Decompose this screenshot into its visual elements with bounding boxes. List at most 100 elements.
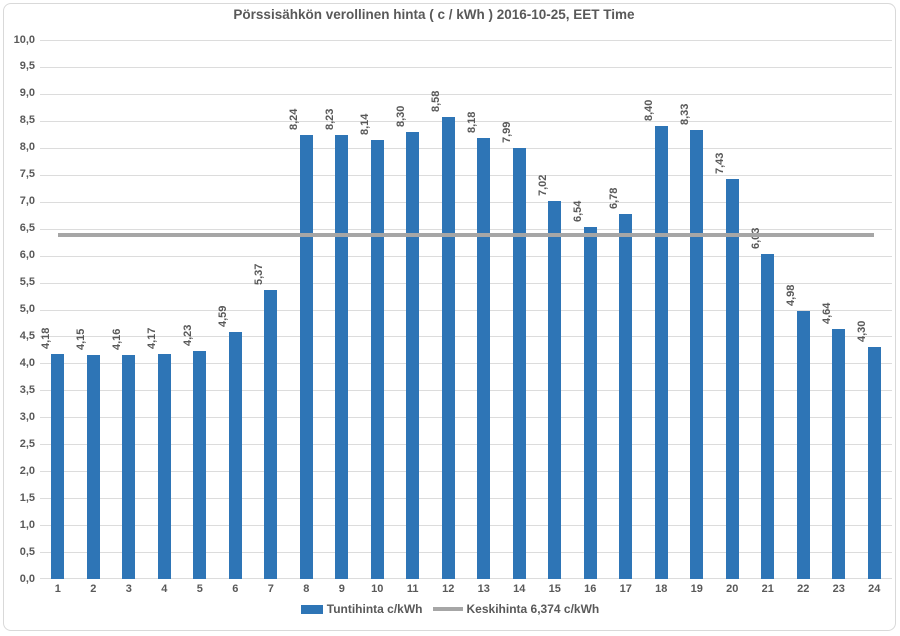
y-tick-label: 0,5 — [19, 545, 35, 558]
x-tick-label: 10 — [371, 583, 384, 595]
x-tick-label: 15 — [548, 583, 561, 595]
bar — [299, 134, 313, 579]
bar-value-label: 8,58 — [430, 90, 443, 112]
y-tick-label: 1,5 — [19, 491, 35, 504]
bar-value-label: 4,23 — [181, 324, 194, 347]
y-gridline — [40, 228, 892, 230]
y-gridline — [40, 471, 892, 473]
chart-title: Pörssisähkön verollinen hinta ( c / kWh … — [233, 7, 635, 22]
bar-value-label: 8,33 — [678, 103, 691, 126]
legend: Tuntihinta c/kWh Keskihinta 6,374 c/kWh — [0, 602, 900, 616]
y-gridline — [40, 444, 892, 446]
y-gridline — [40, 282, 892, 284]
y-tick-label: 8,5 — [19, 114, 35, 127]
bar — [51, 353, 65, 579]
y-gridline — [40, 390, 892, 392]
bar — [832, 328, 846, 579]
y-tick-label: 2,0 — [19, 464, 35, 477]
y-tick-label: 0,0 — [19, 572, 35, 585]
x-tick-label: 11 — [406, 583, 419, 595]
x-tick-label: 20 — [726, 583, 739, 595]
y-gridline — [40, 552, 892, 554]
bar-value-label: 8,18 — [465, 111, 478, 134]
y-gridline — [40, 525, 892, 527]
y-tick-label: 6,5 — [19, 222, 35, 235]
y-tick-label: 10,0 — [13, 33, 35, 46]
y-gridline — [40, 309, 892, 311]
bar — [228, 331, 242, 579]
y-tick-label: 4,0 — [19, 356, 35, 369]
y-gridline — [40, 66, 892, 68]
bar-value-label: 4,98 — [785, 284, 798, 306]
x-tick-label: 3 — [125, 583, 132, 595]
y-tick-label: 7,0 — [19, 195, 35, 208]
y-tick-label: 6,0 — [19, 249, 35, 262]
bar-value-label: 8,30 — [394, 105, 407, 127]
bar — [796, 310, 810, 579]
y-gridline — [40, 174, 892, 176]
x-tick-label: 23 — [832, 583, 845, 595]
bar-value-label: 6,54 — [572, 200, 585, 222]
bar-value-label: 6,78 — [607, 187, 620, 209]
y-tick-label: 9,5 — [19, 60, 35, 73]
y-tick-label: 3,0 — [19, 410, 35, 423]
x-tick-label: 13 — [477, 583, 490, 595]
bar-value-label: 4,64 — [820, 302, 833, 324]
bar — [335, 135, 349, 579]
bar — [441, 116, 455, 579]
bar-value-label: 8,24 — [288, 108, 301, 130]
x-tick-label: 7 — [267, 583, 274, 595]
bar — [867, 347, 881, 579]
bar-value-label: 8,14 — [359, 113, 372, 136]
bar — [725, 178, 739, 579]
y-tick-label: 8,0 — [19, 141, 35, 154]
y-tick-label: 5,0 — [19, 303, 35, 315]
y-axis: 0,0 0,5 1,0 1,5 2,0 2,5 3,0 3,5 4,0 4,5 5,0 5,5 6,0 6… — [0, 34, 35, 585]
y-gridline — [40, 147, 892, 149]
bar-value-label: 4,59 — [217, 305, 230, 327]
bar — [406, 131, 420, 579]
x-tick-label: 4 — [161, 583, 168, 595]
bar-value-label: 4,17 — [146, 327, 159, 350]
y-gridline — [40, 417, 892, 419]
bar-value-label: 4,15 — [75, 328, 88, 351]
y-gridline — [40, 201, 892, 203]
legend-item-series: Tuntihinta c/kWh — [300, 602, 423, 616]
x-tick-label: 22 — [797, 583, 810, 595]
x-tick-label: 16 — [584, 583, 597, 595]
y-gridline — [40, 498, 892, 500]
bar-value-label: 7,02 — [536, 174, 549, 196]
bar — [619, 213, 633, 579]
y-tick-label: 4,5 — [19, 329, 35, 342]
bar — [122, 354, 136, 579]
bar-value-label: 8,23 — [323, 108, 336, 131]
y-gridline — [40, 363, 892, 365]
legend-series-label: Tuntihinta c/kWh — [326, 602, 423, 616]
legend-item-average: Keskihinta 6,374 c/kWh — [432, 602, 599, 616]
plot-area: 4,18 4,15 4,16 4,17 4,23 4,59 5,37 8,24 8,23 8,14… — [40, 40, 892, 579]
x-tick-label: 8 — [303, 583, 310, 595]
bar-value-label: 4,18 — [39, 327, 52, 349]
y-gridline — [40, 93, 892, 95]
x-tick-label: 17 — [619, 583, 632, 595]
y-tick-label: 5,5 — [19, 276, 35, 289]
y-gridline — [40, 336, 892, 338]
y-tick-label: 1,0 — [19, 518, 35, 531]
bar — [264, 289, 278, 579]
average-line — [57, 233, 875, 238]
y-tick-label: 7,5 — [19, 168, 35, 181]
y-tick-label: 3,5 — [19, 383, 35, 396]
bar — [548, 200, 562, 579]
bar — [86, 355, 100, 579]
bar — [761, 253, 775, 579]
bar — [654, 126, 668, 579]
bar-value-label: 5,37 — [252, 263, 265, 285]
y-tick-label: 9,0 — [19, 87, 35, 100]
x-tick-label: 12 — [442, 583, 455, 595]
bar-value-label: 7,99 — [501, 121, 514, 144]
x-axis: 1 2 3 4 5 6 7 8 9 10 11 12 13 14 15 16 17 18 19 20 21 22 23 24 — [40, 583, 892, 598]
x-tick-label: 24 — [868, 583, 881, 595]
x-tick-label: 9 — [338, 583, 345, 595]
x-tick-label: 6 — [232, 583, 239, 595]
bar — [477, 138, 491, 579]
